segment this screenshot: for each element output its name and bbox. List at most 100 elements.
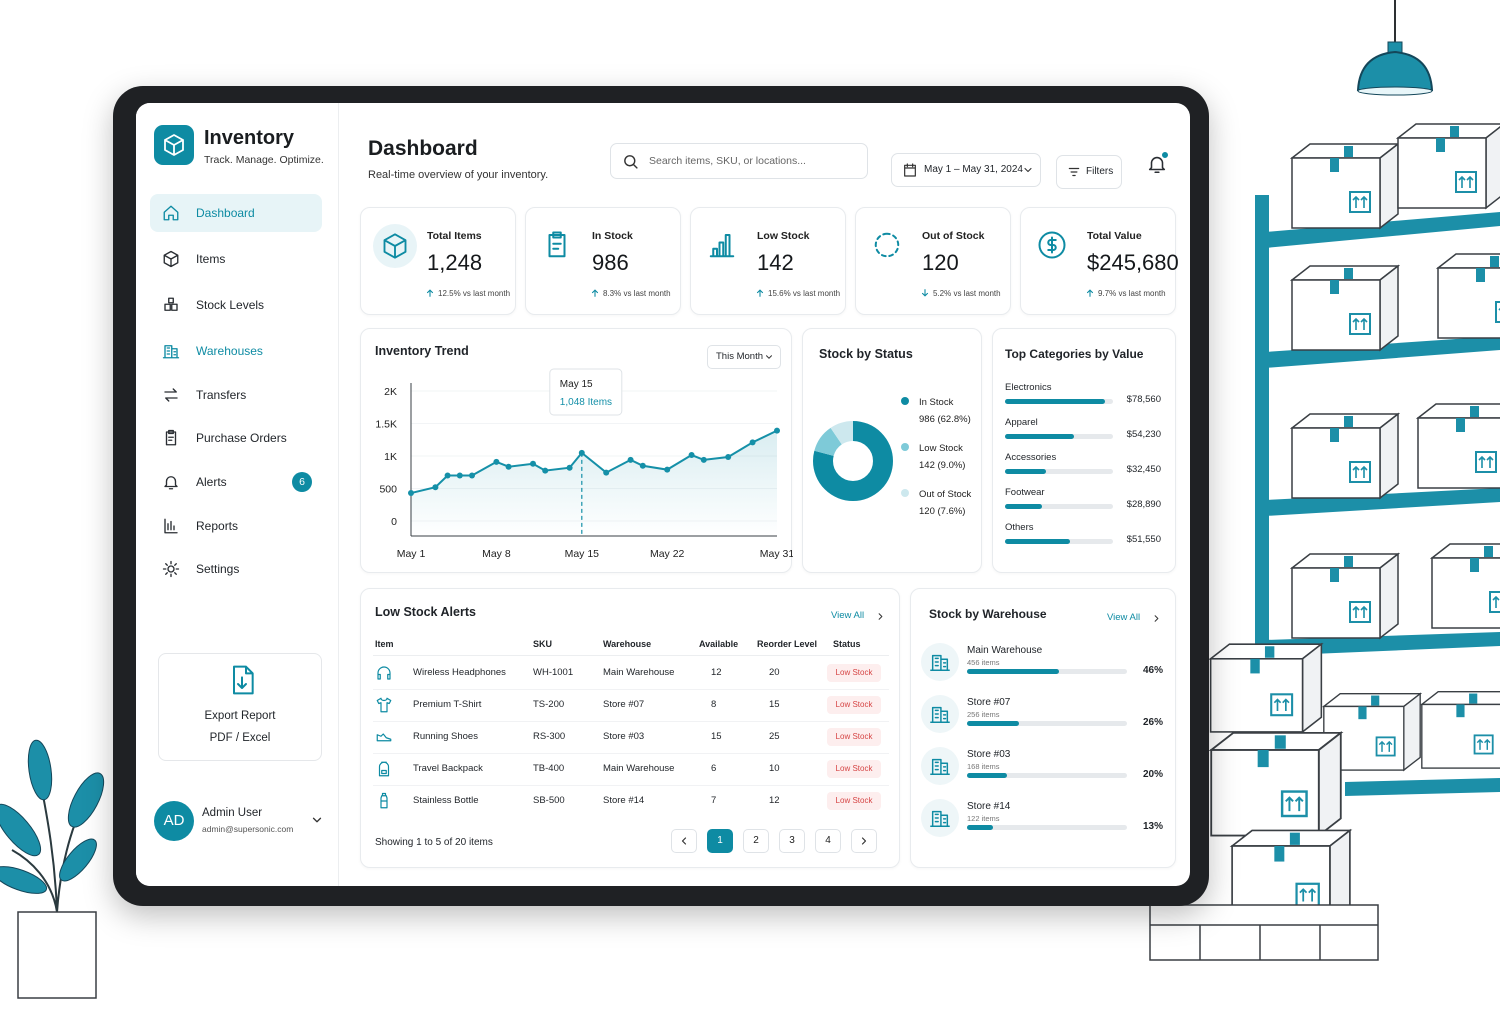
bar-label: Apparel (1005, 417, 1038, 428)
page-button[interactable]: 2 (743, 829, 769, 853)
shelf (1265, 488, 1500, 516)
table-cell: RS-300 (533, 731, 566, 742)
icon-path (548, 231, 566, 258)
kpi-value: $245,680 (1087, 250, 1179, 275)
box (1437, 253, 1500, 339)
tooltip-title: May 15 (560, 379, 593, 390)
card: Low Stock Alerts View All Item SKU Warehouse… (360, 588, 900, 868)
point (566, 464, 573, 471)
export-title: Export Report (204, 710, 276, 722)
icon (164, 388, 178, 402)
card: Out of Stock 120 5.2% vs last month (855, 207, 1011, 315)
user-menu[interactable] (308, 811, 326, 829)
notifications[interactable] (1144, 151, 1170, 177)
icon-path (930, 706, 950, 723)
row-divider (373, 753, 889, 754)
kpi-change: 12.5% vs last month (438, 289, 511, 298)
icon (709, 234, 735, 258)
card: Total Items 1,248 12.5% vs last month (360, 207, 516, 315)
nav-item[interactable]: Stock Levels (150, 286, 322, 324)
kpi-value: 986 (592, 250, 629, 275)
bar-label: Accessories (1005, 452, 1057, 463)
icon (930, 706, 950, 723)
view-all[interactable]: View All (831, 609, 891, 625)
legend-label: Low Stock (919, 443, 963, 454)
nav-item[interactable]: Dashboard (150, 194, 322, 232)
filters-button[interactable]: Filters (1056, 155, 1122, 189)
bar (1005, 399, 1105, 404)
table-cell: 12 (711, 667, 722, 678)
nav-label: Dashboard (196, 206, 255, 220)
shelf (1345, 778, 1500, 796)
icon-path (164, 518, 178, 534)
icon (904, 163, 916, 177)
nav-item[interactable]: Warehouses (150, 332, 322, 370)
line-chart: 0 500 1K 1.5K 2K May 1 May 8 May 15 May 22 May 31… (375, 368, 793, 560)
nav-item[interactable]: Alerts 6 (150, 463, 322, 501)
legend-dot (901, 489, 909, 497)
page-button[interactable]: 1 (707, 829, 733, 853)
icon (164, 518, 178, 534)
icon (681, 837, 687, 845)
table-cell: Store #14 (603, 795, 645, 806)
export-card[interactable]: Export Report PDF / Excel (158, 653, 322, 761)
icon-path (377, 666, 391, 680)
nav-item[interactable]: Reports (150, 507, 322, 545)
icon (164, 297, 178, 311)
icon-path (1038, 231, 1066, 259)
page-subtitle: Real-time overview of your inventory. (368, 169, 549, 181)
icon-path (681, 837, 687, 845)
status-pill: Low Stock (827, 792, 881, 810)
period-select[interactable]: This Month (707, 345, 781, 369)
nav-item[interactable]: Purchase Orders (150, 419, 322, 457)
nav-item[interactable]: Settings (150, 550, 322, 588)
card: Stock by Status In Stock 986 (62.8%) Low St… (802, 328, 982, 573)
table-cell: 10 (769, 763, 780, 774)
card: Total Value $245,680 9.7% vs last month (1020, 207, 1179, 315)
y-tick-label: 1.5K (375, 419, 397, 431)
icon (624, 155, 638, 169)
column-header: Reorder Level (757, 639, 818, 649)
table-cell: 6 (711, 763, 717, 774)
bar (1005, 504, 1042, 509)
bar-sublabel: 122 items (967, 814, 1000, 823)
warehouse-icon (921, 747, 959, 785)
icon (426, 289, 434, 297)
status-pill: Low Stock (827, 760, 881, 778)
icon-path (162, 345, 180, 359)
bar-value: $51,550 (1126, 534, 1161, 545)
date-picker[interactable]: May 1 – May 31, 2024 (891, 153, 1041, 187)
icon-path (162, 560, 180, 578)
area (411, 430, 777, 536)
status-pill: Low Stock (827, 664, 881, 682)
user-avatar: AD (154, 801, 194, 841)
icon-path (376, 733, 392, 742)
nav-label: Reports (196, 519, 239, 533)
view-all[interactable]: View All (1107, 611, 1167, 627)
nav-badge: 6 (292, 472, 312, 492)
status-pill: Low Stock (827, 728, 881, 746)
icon (164, 134, 184, 156)
point (408, 490, 414, 497)
bar (967, 721, 1019, 726)
user-email: admin@supersonic.com (202, 824, 294, 834)
page-button[interactable] (851, 829, 877, 853)
nav-item[interactable]: Transfers (150, 376, 322, 414)
period-label: This Month (716, 351, 763, 362)
point (700, 456, 707, 463)
icon-path (878, 613, 883, 620)
page-button[interactable]: 4 (815, 829, 841, 853)
page-number: 3 (789, 835, 795, 846)
icon (921, 289, 929, 297)
kpi-change: 9.7% vs last month (1098, 289, 1166, 298)
view-all-text: View All (1107, 612, 1141, 623)
bar (1005, 469, 1047, 474)
page-button[interactable]: 3 (779, 829, 805, 853)
warehouse-icon (921, 643, 959, 681)
brand-logo (154, 125, 194, 165)
icon-path (624, 155, 638, 169)
bar (1005, 539, 1071, 544)
search-box[interactable]: Search items, SKU, or locations... (610, 143, 868, 179)
page-button[interactable] (671, 829, 697, 853)
nav-item[interactable]: Items (150, 240, 322, 278)
